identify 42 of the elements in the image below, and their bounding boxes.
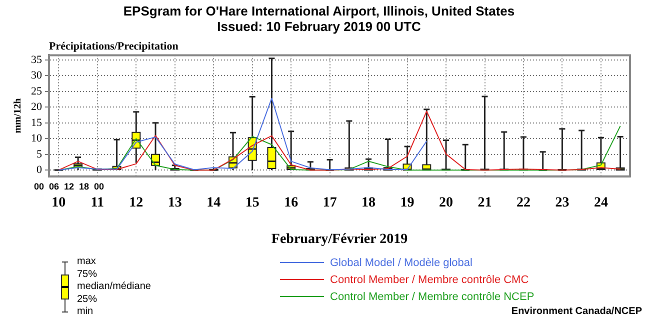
x-tick-label: 11 bbox=[90, 195, 104, 210]
text: 75% bbox=[77, 268, 98, 280]
x-axis-title: February/Février 2019 bbox=[271, 232, 408, 248]
x-tick-label: 12 bbox=[129, 195, 144, 210]
legend-label: Global Model / Modèle global bbox=[330, 256, 472, 268]
text: 25% bbox=[77, 294, 98, 304]
legend-label: Control Member / Membre contrôle NCEP bbox=[330, 290, 534, 302]
y-tick-label: 0 bbox=[36, 164, 42, 176]
text: median/médiane bbox=[77, 281, 151, 292]
text: 00 bbox=[94, 181, 104, 192]
text: Environment Canada/NCEP bbox=[511, 306, 642, 317]
text: Précipitations/Precipitation bbox=[49, 40, 178, 53]
x-tick-label: 21 bbox=[478, 195, 492, 210]
x-tick-label: 19 bbox=[400, 195, 414, 210]
x-tick-label: 20 bbox=[439, 195, 454, 210]
text: 06 bbox=[48, 181, 60, 192]
y-tick-label: 5 bbox=[36, 148, 42, 160]
y-tick-label: 20 bbox=[31, 101, 42, 114]
y-tick-label: 10 bbox=[31, 132, 42, 145]
x-tick-label: 22 bbox=[516, 195, 530, 210]
chart-title: EPSgram for O'Hare International Airport, Illinois, United States bbox=[123, 3, 515, 18]
legend-label: Control Member / Membre contrôle CMC bbox=[330, 274, 529, 286]
text: 00 bbox=[34, 181, 44, 192]
y-tick-label: 30 bbox=[31, 70, 42, 82]
text: min bbox=[77, 306, 94, 317]
x-tick-label: 13 bbox=[168, 195, 182, 210]
x-tick-label: 14 bbox=[206, 195, 221, 210]
y-tick-label: 15 bbox=[31, 116, 42, 129]
y-axis-title: mm/12h bbox=[12, 98, 24, 134]
x-tick-label: 23 bbox=[555, 195, 570, 210]
text: 18 bbox=[78, 181, 90, 192]
x-tick-label: 24 bbox=[594, 195, 608, 210]
x-tick-label: 17 bbox=[322, 195, 337, 210]
y-tick-label: 35 bbox=[31, 54, 42, 66]
y-tick-label: 25 bbox=[31, 85, 42, 98]
text: max bbox=[77, 256, 96, 267]
x-tick-label: 15 bbox=[245, 195, 260, 210]
text: 12 bbox=[64, 181, 74, 192]
x-tick-label: 16 bbox=[284, 195, 298, 210]
chart-subtitle: Issued: 10 February 2019 00 UTC bbox=[217, 18, 422, 34]
x-tick-label: 18 bbox=[362, 195, 376, 210]
x-tick-label: 10 bbox=[52, 195, 66, 210]
